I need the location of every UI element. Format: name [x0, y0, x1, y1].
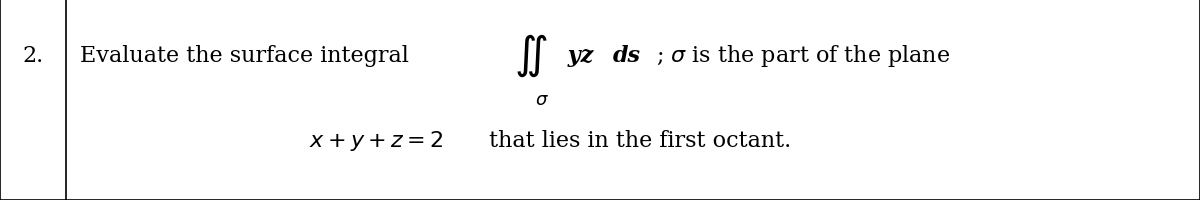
Text: $x + y + z = 2$: $x + y + z = 2$ — [308, 128, 444, 152]
Text: Evaluate the surface integral: Evaluate the surface integral — [80, 45, 416, 67]
Text: 2.: 2. — [23, 45, 43, 67]
Text: ; $\sigma$ is the part of the plane: ; $\sigma$ is the part of the plane — [649, 43, 950, 69]
Text: yz: yz — [559, 45, 601, 67]
Text: that lies in the first octant.: that lies in the first octant. — [482, 129, 792, 151]
Text: ds: ds — [612, 45, 641, 67]
Text: $\sigma$: $\sigma$ — [535, 91, 548, 109]
Text: $\iint$: $\iint$ — [514, 33, 547, 79]
